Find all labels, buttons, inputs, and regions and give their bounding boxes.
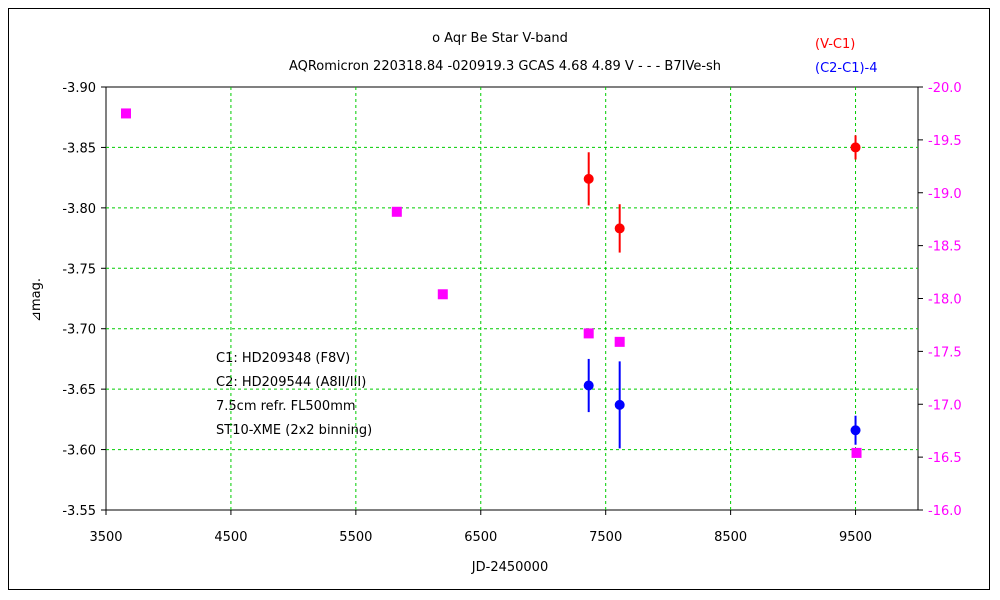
y-left-tick-label: -3.90 bbox=[62, 81, 96, 96]
x-tick-label: 6500 bbox=[464, 530, 497, 545]
annotation-text: 7.5cm refr. FL500mm bbox=[216, 399, 356, 414]
y-right-tick-label: -20.0 bbox=[928, 81, 962, 96]
y-left-tick-label: -3.75 bbox=[62, 262, 96, 277]
annotation-text: C2: HD209544 (A8II/III) bbox=[216, 375, 366, 390]
data-point-circle bbox=[850, 142, 861, 153]
x-axis-label: JD-2450000 bbox=[471, 560, 548, 575]
y-right-tick-label: -19.0 bbox=[928, 187, 962, 202]
y-right-tick-label: -18.5 bbox=[928, 240, 962, 255]
y-right-tick-label: -18.0 bbox=[928, 293, 962, 308]
y-right-tick-label: -19.5 bbox=[928, 134, 962, 149]
legend-v-c1: (V-C1) bbox=[815, 37, 855, 52]
y-left-tick-label: -3.60 bbox=[62, 444, 96, 459]
data-point-circle bbox=[583, 380, 594, 391]
chart-title: o Aqr Be Star V-band bbox=[432, 31, 568, 46]
plot-area bbox=[105, 86, 919, 511]
x-tick-label: 8500 bbox=[714, 530, 747, 545]
data-point-square bbox=[614, 336, 625, 347]
y-left-tick-label: -3.70 bbox=[62, 323, 96, 338]
data-point-square bbox=[120, 108, 131, 119]
x-tick-label: 4500 bbox=[214, 530, 247, 545]
grid bbox=[105, 86, 919, 511]
marks bbox=[120, 108, 862, 458]
data-point-square bbox=[851, 447, 862, 458]
x-tick-label: 7500 bbox=[589, 530, 622, 545]
chart-frame bbox=[8, 8, 990, 590]
y-right-tick-label: -17.5 bbox=[928, 345, 962, 360]
y-left-tick-label: -3.80 bbox=[62, 202, 96, 217]
y-right-tick-label: -16.0 bbox=[928, 504, 962, 519]
x-tick-label: 9500 bbox=[839, 530, 872, 545]
data-point-circle bbox=[850, 425, 861, 436]
annotation-text: ST10-XME (2x2 binning) bbox=[216, 423, 372, 438]
y-right-tick-label: -16.5 bbox=[928, 451, 962, 466]
annotations: C1: HD209348 (F8V) C2: HD209544 (A8II/III… bbox=[216, 351, 372, 438]
x-tick-label: 5500 bbox=[339, 530, 372, 545]
y-right-tick-label: -17.0 bbox=[928, 398, 962, 413]
data-point-circle bbox=[614, 399, 625, 410]
data-point-circle bbox=[614, 223, 625, 234]
data-point-circle bbox=[583, 173, 594, 184]
data-point-square bbox=[391, 206, 402, 217]
data-point-square bbox=[583, 328, 594, 339]
annotation-text: C1: HD209348 (F8V) bbox=[216, 351, 350, 366]
ticks: 3500 4500 5500 6500 7500 8500 9500 -3.90 -3.85 -3… bbox=[62, 81, 961, 545]
legend-c2-c1: (C2-C1)-4 bbox=[815, 61, 878, 76]
x-tick-label: 3500 bbox=[89, 530, 122, 545]
y-axis-label: ⊿mag. bbox=[29, 278, 44, 322]
y-left-tick-label: -3.85 bbox=[62, 141, 96, 156]
y-left-tick-label: -3.55 bbox=[62, 504, 96, 519]
data-point-square bbox=[437, 289, 448, 300]
y-left-tick-label: -3.65 bbox=[62, 383, 96, 398]
chart-subtitle: AQRomicron 220318.84 -020919.3 GCAS 4.68… bbox=[289, 59, 721, 74]
